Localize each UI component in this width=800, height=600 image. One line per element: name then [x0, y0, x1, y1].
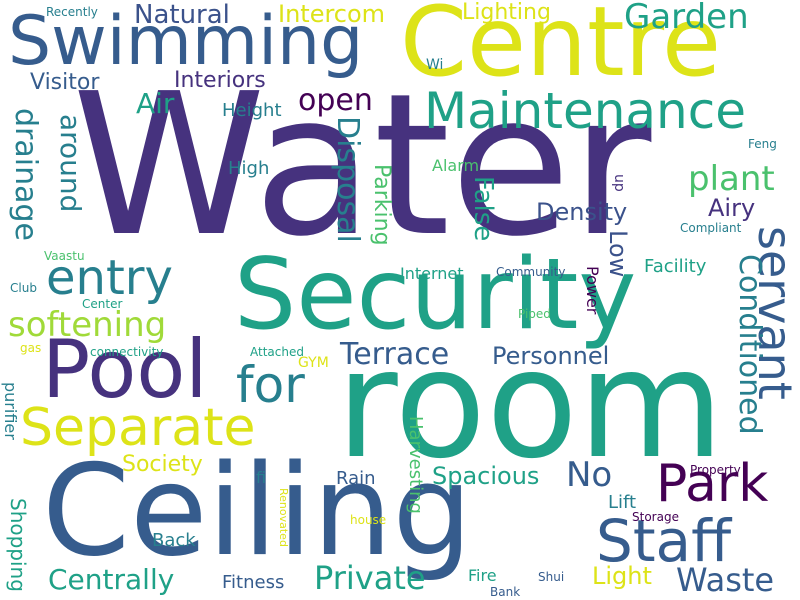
- word-open: open: [298, 83, 373, 118]
- word-attached: Attached: [250, 345, 304, 359]
- word-waste: Waste: [676, 561, 775, 599]
- word-around: around: [54, 114, 87, 213]
- word-swimming: Swimming: [8, 2, 364, 81]
- word-high: High: [228, 158, 270, 179]
- word-airy: Airy: [708, 194, 756, 222]
- word-lighting: Lighting: [462, 0, 551, 25]
- word-community: Community: [496, 265, 566, 279]
- word-low: Low: [604, 230, 632, 278]
- word-piped: Piped: [518, 307, 551, 321]
- word-visitor: Visitor: [30, 70, 100, 95]
- word-society: Society: [122, 452, 203, 477]
- word-room: room: [336, 318, 725, 492]
- word-false: False: [468, 176, 498, 242]
- word-height: Height: [222, 100, 282, 121]
- word-compliant: Compliant: [680, 221, 742, 235]
- word-air: Air: [136, 87, 175, 120]
- word-pool: Pool: [42, 323, 208, 416]
- word-terrace: Terrace: [340, 337, 450, 372]
- word-plant: plant: [688, 159, 775, 199]
- word-wi: Wi: [426, 57, 444, 73]
- word-shui: Shui: [538, 570, 565, 584]
- word-property: Property: [690, 463, 741, 477]
- word-light: Light: [592, 562, 652, 590]
- word-gas: gas: [20, 341, 42, 355]
- word-harvesting: Harvesting: [405, 416, 426, 514]
- word-internet: Internet: [400, 264, 464, 283]
- word-power: Power: [583, 266, 602, 315]
- word-ceiling: Ceiling: [42, 437, 473, 584]
- word-gym: GYM: [298, 355, 329, 371]
- word-centre: Centre: [400, 0, 721, 98]
- word-park: Park: [656, 454, 769, 514]
- word-fire: Fire: [468, 566, 497, 585]
- word-recently: Recently: [46, 5, 98, 19]
- word-water: Water: [72, 52, 652, 280]
- word-for: for: [236, 356, 305, 414]
- word-vaastu: Vaastu: [44, 249, 85, 263]
- word-staff: Staff: [596, 507, 732, 575]
- word-conditioned: Conditioned: [732, 254, 767, 435]
- word-purifier: purifier: [1, 382, 20, 440]
- word-fitness: Fitness: [222, 572, 285, 593]
- word-maintenance: Maintenance: [424, 82, 746, 140]
- word-fi: fi: [256, 468, 267, 487]
- word-softening: softening: [8, 305, 167, 345]
- word-no: No: [566, 455, 613, 495]
- word-servant: servant: [748, 226, 800, 400]
- word-lift: Lift: [608, 492, 637, 513]
- word-private: Private: [314, 559, 426, 597]
- word-facility: Facility: [644, 256, 707, 277]
- word-storage: Storage: [632, 510, 679, 524]
- word-spacious: Spacious: [432, 462, 540, 490]
- word-club: Club: [10, 281, 37, 295]
- word-shopping: Shopping: [6, 498, 30, 592]
- word-parking: Parking: [369, 164, 394, 246]
- word-back: Back: [152, 530, 196, 551]
- word-disposal: Disposal: [330, 116, 365, 243]
- word-rain: Rain: [336, 468, 376, 489]
- word-entry: entry: [46, 250, 173, 306]
- word-center: Center: [82, 297, 123, 311]
- word-house: house: [350, 513, 387, 527]
- word-density: Density: [536, 198, 628, 226]
- word-bank: Bank: [490, 585, 521, 599]
- word-alarm: Alarm: [432, 156, 480, 175]
- word-up: up: [611, 174, 627, 192]
- word-garden: Garden: [624, 0, 749, 37]
- word-natural: Natural: [134, 0, 230, 30]
- word-personnel: Personnel: [492, 342, 610, 370]
- word-drainage: drainage: [8, 108, 43, 241]
- word-interiors: Interiors: [174, 68, 266, 93]
- word-separate: Separate: [20, 398, 256, 458]
- word-renovated: Renovated: [277, 488, 290, 547]
- word-intercom: Intercom: [278, 0, 386, 28]
- word-feng: Feng: [748, 137, 777, 151]
- word-connectivity: connectivity: [90, 345, 164, 359]
- word-centrally: Centrally: [48, 563, 175, 596]
- word-security: Security: [234, 238, 637, 352]
